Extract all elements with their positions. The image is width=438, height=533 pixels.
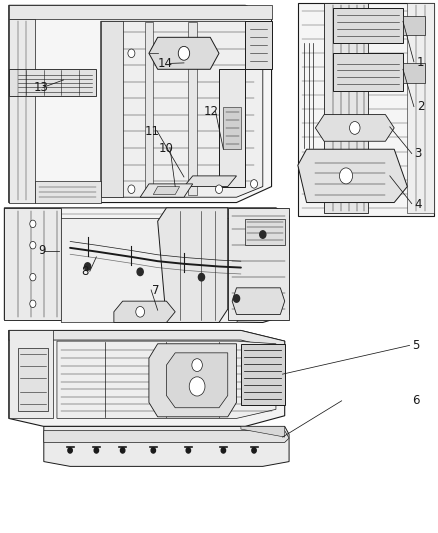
Polygon shape bbox=[219, 69, 245, 187]
Circle shape bbox=[128, 185, 135, 193]
Polygon shape bbox=[324, 3, 368, 213]
Polygon shape bbox=[9, 330, 285, 426]
Circle shape bbox=[350, 122, 360, 134]
Polygon shape bbox=[114, 301, 175, 322]
Text: 5: 5 bbox=[413, 339, 420, 352]
Polygon shape bbox=[149, 344, 237, 417]
Circle shape bbox=[233, 295, 240, 302]
Circle shape bbox=[198, 273, 205, 281]
Circle shape bbox=[251, 180, 258, 188]
Text: 11: 11 bbox=[145, 125, 160, 138]
Text: 7: 7 bbox=[152, 284, 159, 297]
Polygon shape bbox=[101, 21, 263, 197]
Polygon shape bbox=[166, 353, 228, 408]
Polygon shape bbox=[333, 53, 403, 91]
Polygon shape bbox=[4, 208, 61, 320]
Text: 8: 8 bbox=[82, 265, 89, 278]
Circle shape bbox=[30, 300, 36, 308]
Polygon shape bbox=[245, 219, 285, 245]
Polygon shape bbox=[407, 3, 434, 213]
Polygon shape bbox=[184, 176, 237, 187]
Polygon shape bbox=[245, 21, 272, 69]
Circle shape bbox=[68, 448, 72, 453]
Circle shape bbox=[192, 359, 202, 372]
Polygon shape bbox=[403, 16, 425, 35]
Circle shape bbox=[136, 306, 145, 317]
Circle shape bbox=[128, 49, 135, 58]
Polygon shape bbox=[223, 107, 241, 149]
Circle shape bbox=[30, 273, 36, 281]
Polygon shape bbox=[149, 37, 219, 69]
Text: 3: 3 bbox=[415, 147, 422, 160]
Circle shape bbox=[94, 448, 99, 453]
Circle shape bbox=[85, 263, 91, 270]
Polygon shape bbox=[228, 208, 289, 320]
Circle shape bbox=[189, 377, 205, 396]
Polygon shape bbox=[403, 63, 425, 83]
Circle shape bbox=[30, 220, 36, 228]
Polygon shape bbox=[9, 330, 285, 351]
Polygon shape bbox=[298, 149, 407, 203]
Polygon shape bbox=[298, 3, 434, 216]
Text: 1: 1 bbox=[417, 56, 424, 69]
Circle shape bbox=[178, 46, 190, 60]
Polygon shape bbox=[232, 288, 285, 314]
Polygon shape bbox=[158, 208, 228, 322]
Text: 13: 13 bbox=[33, 82, 48, 94]
Circle shape bbox=[120, 448, 125, 453]
Polygon shape bbox=[140, 184, 193, 197]
Circle shape bbox=[137, 268, 143, 276]
Text: 6: 6 bbox=[412, 394, 420, 407]
Polygon shape bbox=[61, 219, 245, 322]
Text: 4: 4 bbox=[414, 198, 422, 211]
Text: 9: 9 bbox=[38, 244, 46, 257]
Polygon shape bbox=[35, 181, 101, 203]
Circle shape bbox=[30, 241, 36, 249]
Polygon shape bbox=[44, 431, 289, 442]
Circle shape bbox=[186, 448, 191, 453]
Text: 14: 14 bbox=[158, 58, 173, 70]
Polygon shape bbox=[57, 341, 276, 418]
Polygon shape bbox=[9, 19, 35, 203]
Polygon shape bbox=[18, 348, 48, 411]
Polygon shape bbox=[44, 426, 289, 466]
Polygon shape bbox=[153, 187, 180, 195]
Polygon shape bbox=[101, 21, 123, 197]
Text: 12: 12 bbox=[204, 106, 219, 118]
Polygon shape bbox=[241, 344, 285, 405]
Text: 2: 2 bbox=[417, 100, 424, 113]
Polygon shape bbox=[188, 22, 197, 195]
Text: 10: 10 bbox=[159, 142, 174, 155]
Circle shape bbox=[221, 448, 226, 453]
Polygon shape bbox=[9, 5, 272, 203]
Polygon shape bbox=[9, 330, 53, 418]
Polygon shape bbox=[4, 208, 289, 322]
Circle shape bbox=[260, 231, 266, 238]
Polygon shape bbox=[9, 5, 272, 19]
Polygon shape bbox=[315, 115, 394, 141]
Polygon shape bbox=[145, 22, 153, 195]
Polygon shape bbox=[9, 69, 96, 96]
Circle shape bbox=[339, 168, 353, 184]
Polygon shape bbox=[241, 426, 285, 437]
Circle shape bbox=[215, 185, 223, 193]
Polygon shape bbox=[333, 8, 403, 43]
Circle shape bbox=[151, 448, 155, 453]
Circle shape bbox=[252, 448, 256, 453]
